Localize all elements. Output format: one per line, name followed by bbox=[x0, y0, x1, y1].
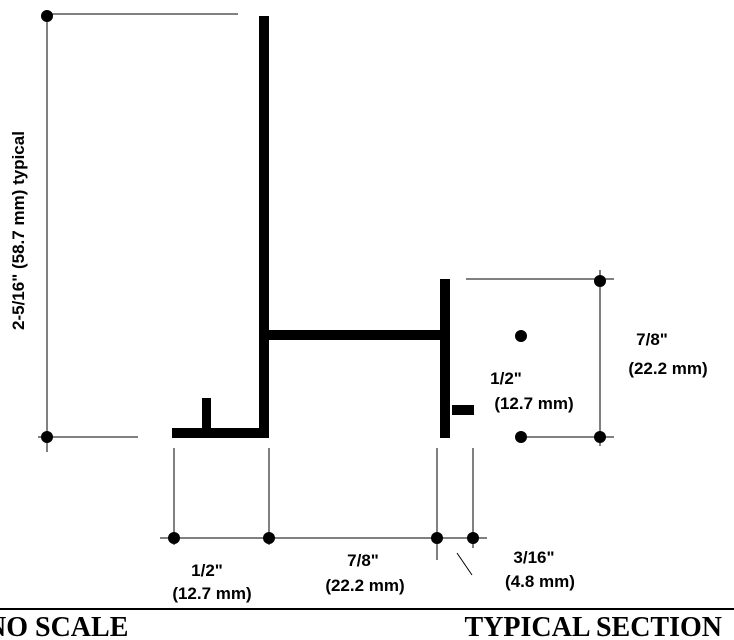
bottom-right-label-in: 3/16" bbox=[513, 548, 554, 567]
bottom-mid-label-in: 7/8" bbox=[347, 551, 379, 570]
bottom-mid-label-mm: (22.2 mm) bbox=[325, 576, 404, 595]
dimension-node bbox=[594, 431, 606, 443]
bottom-dimensions: 1/2" (12.7 mm) 7/8" (22.2 mm) 3/16" (4.8… bbox=[160, 448, 575, 603]
dimension-node bbox=[431, 532, 443, 544]
dimension-node bbox=[515, 330, 527, 342]
right-tab bbox=[452, 405, 474, 415]
bottom-left-leg bbox=[172, 428, 269, 438]
inner-height-label-in: 1/2" bbox=[490, 369, 522, 388]
dimension-node bbox=[515, 431, 527, 443]
right-height-label-mm: (22.2 mm) bbox=[628, 359, 707, 378]
dimension-node bbox=[41, 10, 53, 22]
dimension-node bbox=[41, 431, 53, 443]
inner-height-label-mm: (12.7 mm) bbox=[494, 394, 573, 413]
bottom-left-label-in: 1/2" bbox=[191, 561, 223, 580]
bottom-right-label-mm: (4.8 mm) bbox=[505, 572, 575, 591]
dimension-node bbox=[594, 275, 606, 287]
right-height-label-in: 7/8" bbox=[636, 330, 668, 349]
overall-height-label: 2-5/16" (58.7 mm) typical bbox=[9, 131, 28, 330]
right-vertical-flange bbox=[440, 279, 450, 438]
dimension-node bbox=[467, 532, 479, 544]
no-scale-note: NO SCALE bbox=[0, 612, 128, 640]
right-height-dimension: 7/8" (22.2 mm) bbox=[466, 270, 708, 446]
overall-height-dimension: 2-5/16" (58.7 mm) typical bbox=[9, 10, 238, 452]
horizontal-web bbox=[264, 330, 444, 340]
bottom-left-label-mm: (12.7 mm) bbox=[172, 584, 251, 603]
dimension-node bbox=[263, 532, 275, 544]
bottom-left-lip bbox=[202, 398, 211, 428]
dimension-node bbox=[168, 532, 180, 544]
left-vertical-flange bbox=[259, 16, 269, 438]
inner-height-dimension: 1/2" (12.7 mm) bbox=[490, 330, 574, 443]
section-title: TYPICAL SECTION bbox=[464, 612, 722, 640]
extrusion-profile bbox=[172, 16, 474, 438]
title-block: NO SCALE TYPICAL SECTION bbox=[0, 608, 734, 640]
